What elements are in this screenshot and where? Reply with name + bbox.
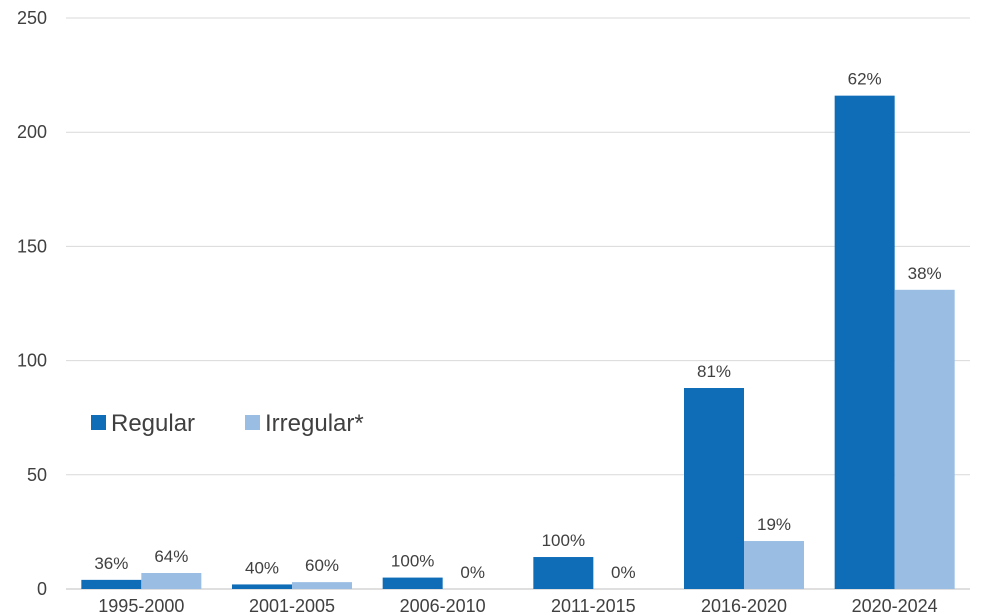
x-tick-label-1995-2000: 1995-2000 [98,596,184,615]
y-axis-tick-labels: 0 50 100 150 200 250 [17,8,47,599]
data-label-irregular-2011-2015: 0% [611,563,636,582]
data-label-irregular-2016-2020: 19% [757,515,791,534]
x-tick-label-2020-2024: 2020-2024 [852,596,938,615]
legend-swatch-regular [91,415,106,430]
legend: Regular Irregular* [91,410,364,437]
bars [81,95,955,589]
y-tick-label-200: 200 [17,122,47,142]
bar-irregular-2001-2005 [292,582,352,589]
data-label-regular-1995-2000: 36% [94,554,128,573]
bar-regular-2016-2020 [684,388,744,589]
data-label-irregular-2006-2010: 0% [460,563,485,582]
data-label-regular-2006-2010: 100% [391,552,434,571]
y-tick-label-150: 150 [17,236,47,256]
data-label-regular-2011-2015: 100% [542,531,585,550]
legend-swatch-irregular [245,415,260,430]
bar-irregular-1995-2000 [141,573,202,589]
bar-irregular-2020-2024 [894,289,955,589]
x-axis-tick-labels: 1995-2000 2001-2005 2006-2010 2011-2015 2016… [98,596,937,615]
y-tick-label-0: 0 [37,579,47,599]
x-tick-label-2006-2010: 2006-2010 [400,596,486,615]
bar-regular-2006-2010 [382,577,443,589]
bar-regular-2020-2024 [834,95,895,589]
y-tick-label-250: 250 [17,8,47,28]
gridlines [66,17,970,590]
data-label-irregular-2001-2005: 60% [305,556,339,575]
y-tick-label-50: 50 [27,465,47,485]
data-label-regular-2001-2005: 40% [245,558,279,577]
bar-irregular-2016-2020 [744,541,804,589]
legend-label-irregular: Irregular* [265,410,364,437]
bar-regular-2001-2005 [232,584,292,589]
x-tick-label-2001-2005: 2001-2005 [249,596,335,615]
legend-label-regular: Regular [111,410,195,437]
x-tick-label-2011-2015: 2011-2015 [551,596,636,615]
data-label-irregular-1995-2000: 64% [154,547,188,566]
x-tick-label-2016-2020: 2016-2020 [701,596,787,615]
data-label-regular-2016-2020: 81% [697,362,731,381]
data-label-irregular-2020-2024: 38% [908,264,942,283]
data-label-regular-2020-2024: 62% [848,70,882,89]
bar-regular-1995-2000 [81,579,142,589]
bar-regular-2011-2015 [533,557,594,589]
data-labels: 36% 64% 40% 60% 100% 0% 100% 0% 81% 19% 62% 38% [94,70,941,582]
y-tick-label-100: 100 [17,351,47,371]
